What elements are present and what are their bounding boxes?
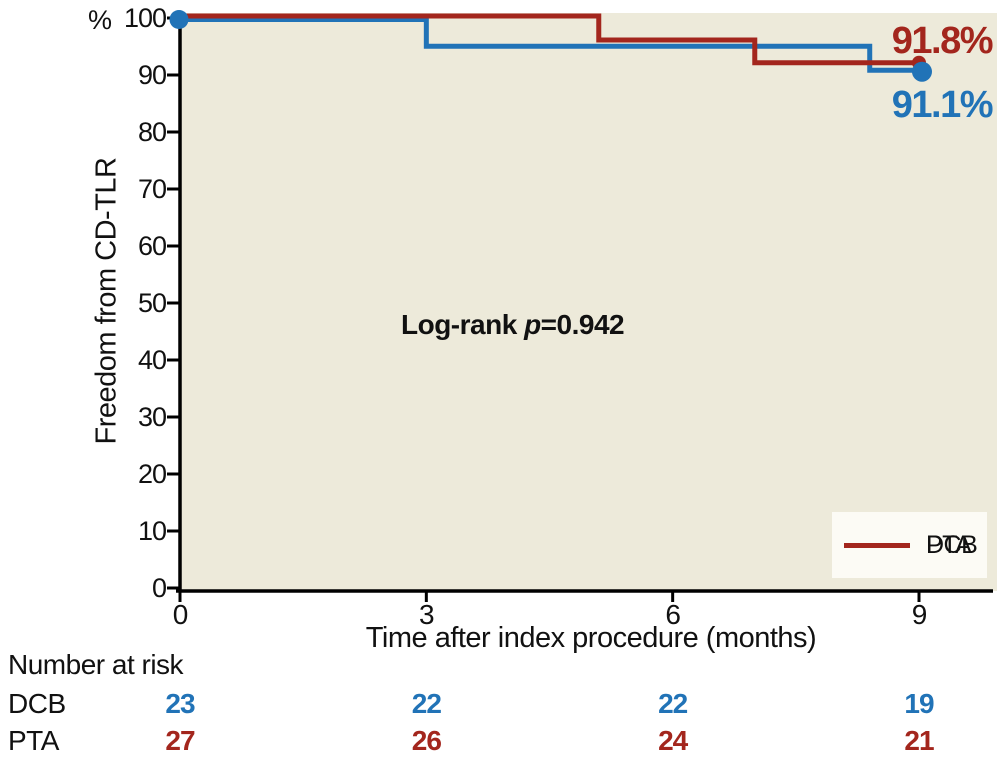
- dcb-end-dot: [911, 61, 932, 82]
- annotation-p-symbol: p: [524, 309, 541, 340]
- risk-count: 24: [658, 725, 688, 756]
- annotation-prefix: Log-rank: [401, 309, 525, 340]
- y-axis-unit-label: %: [88, 5, 113, 35]
- pta-line-swatch: [844, 542, 910, 548]
- y-tick-label: 30: [137, 402, 167, 432]
- y-tick-label: 70: [137, 174, 167, 204]
- legend-item-pta: PTA: [844, 530, 972, 560]
- dcb-final-percentage: 91.1%: [891, 84, 994, 126]
- y-tick-label: 60: [137, 231, 167, 261]
- legend-label-dcb: DCB: [926, 530, 978, 559]
- x-tick-label: 9: [911, 599, 928, 630]
- risk-count: 21: [904, 725, 934, 756]
- annotation-p-value: =0.942: [540, 309, 625, 340]
- legend: DCB PTA: [832, 512, 987, 578]
- dcb-start-dot: [169, 10, 189, 29]
- risk-count: 27: [165, 725, 195, 756]
- legend-label-pta: PTA: [926, 530, 972, 559]
- dcb-curve: [180, 17, 919, 73]
- y-tick-label: 40: [137, 345, 167, 375]
- y-tick-label: 10: [137, 516, 167, 546]
- plot-area-background: [181, 13, 997, 591]
- risk-count: 22: [658, 688, 688, 719]
- y-tick-label: 100: [123, 3, 167, 33]
- number-at-risk-title: Number at risk: [8, 649, 184, 680]
- x-tick-label: 3: [419, 599, 435, 630]
- risk-row-label: DCB: [8, 688, 66, 719]
- x-axis-title: Time after index procedure (months): [365, 622, 817, 654]
- risk-row-label: PTA: [8, 725, 59, 756]
- y-tick-label: 90: [137, 60, 167, 90]
- pta-curve: [180, 13, 919, 66]
- x-tick-label: 0: [172, 599, 189, 630]
- y-tick-label: 20: [137, 459, 167, 489]
- logrank-annotation: Log-rank p=0.942: [401, 309, 625, 341]
- risk-count: 19: [904, 688, 934, 719]
- y-tick-label: 50: [137, 288, 167, 318]
- x-tick-label: 6: [665, 599, 681, 630]
- risk-count: 26: [411, 725, 442, 756]
- risk-count: 22: [411, 688, 442, 719]
- y-tick-label: 0: [151, 573, 167, 603]
- y-tick-label: 80: [137, 117, 167, 147]
- pta-final-percentage: 91.8%: [891, 20, 994, 62]
- risk-count: 23: [165, 688, 195, 719]
